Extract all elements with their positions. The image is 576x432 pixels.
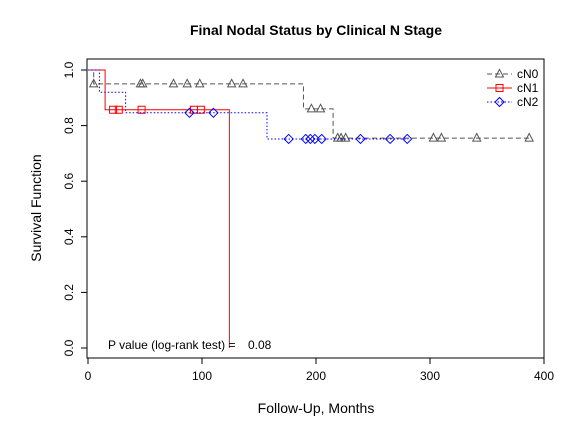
series-cn1 bbox=[88, 69, 230, 348]
censor-mark-cn2 bbox=[184, 107, 195, 119]
censor-mark-cn0 bbox=[315, 103, 326, 113]
legend-label-cn0: cN0 bbox=[517, 67, 539, 81]
x-tick-label: 400 bbox=[534, 369, 554, 383]
censor-mark-cn2 bbox=[309, 133, 321, 145]
y-tick-label: 1.0 bbox=[62, 61, 76, 78]
censor-mark-cn2 bbox=[300, 133, 311, 145]
censor-mark-cn0 bbox=[428, 132, 439, 142]
x-tick-label: 0 bbox=[85, 369, 92, 383]
legend-marker-cn2 bbox=[494, 96, 505, 108]
y-axis-label: Survival Function bbox=[28, 154, 44, 261]
censor-mark-cn0 bbox=[194, 78, 205, 88]
y-tick-label: 0.8 bbox=[62, 117, 76, 134]
censor-mark-cn1 bbox=[137, 105, 146, 114]
x-axis-label: Follow-Up, Months bbox=[258, 400, 375, 416]
censor-mark-cn2 bbox=[283, 133, 294, 145]
legend-label-cn2: cN2 bbox=[517, 95, 539, 109]
censor-mark-cn0 bbox=[436, 132, 447, 142]
legend-marker-cn1 bbox=[495, 84, 504, 92]
y-tick-label: 0.0 bbox=[62, 339, 76, 356]
censor-mark-cn2 bbox=[384, 133, 396, 145]
series-cn0 bbox=[88, 69, 535, 142]
y-tick-label: 0.4 bbox=[62, 228, 76, 245]
legend-label-cn1: cN1 bbox=[517, 81, 539, 95]
plot-frame bbox=[86, 58, 545, 359]
censor-mark-cn0 bbox=[238, 78, 248, 88]
legend-marker-cn0 bbox=[494, 68, 505, 78]
chart-title: Final Nodal Status by Clinical N Stage bbox=[190, 22, 442, 38]
censor-mark-cn0 bbox=[168, 78, 179, 88]
pvalue-annotation-value: 0.08 bbox=[248, 338, 272, 352]
censor-mark-cn0 bbox=[88, 78, 99, 88]
censor-mark-cn2 bbox=[208, 107, 219, 119]
censor-mark-cn0 bbox=[226, 78, 237, 88]
y-tick-label: 0.2 bbox=[62, 284, 76, 301]
x-tick-label: 200 bbox=[306, 369, 326, 383]
x-tick-label: 300 bbox=[420, 369, 440, 383]
censor-mark-cn2 bbox=[401, 133, 413, 145]
censor-mark-cn1 bbox=[114, 105, 123, 114]
series-line-cn2 bbox=[88, 69, 409, 140]
y-tick-label: 0.6 bbox=[62, 173, 76, 190]
censor-mark-cn0 bbox=[471, 132, 482, 142]
censor-mark-cn0 bbox=[137, 78, 148, 88]
censor-mark-cn2 bbox=[355, 133, 366, 145]
pvalue-annotation-label: P value (log-rank test) = bbox=[108, 338, 236, 352]
series-line-cn0 bbox=[88, 69, 531, 139]
x-tick-label: 100 bbox=[192, 369, 212, 383]
censor-mark-cn2 bbox=[316, 133, 327, 145]
censor-mark-cn0 bbox=[524, 132, 535, 142]
censor-mark-cn0 bbox=[182, 78, 193, 88]
censor-mark-cn1 bbox=[109, 105, 118, 114]
censor-mark-cn0 bbox=[306, 103, 317, 113]
censor-mark-cn2 bbox=[305, 133, 316, 145]
series-cn2 bbox=[88, 69, 413, 145]
censor-mark-cn0 bbox=[340, 132, 351, 142]
censor-mark-cn1 bbox=[196, 105, 205, 114]
